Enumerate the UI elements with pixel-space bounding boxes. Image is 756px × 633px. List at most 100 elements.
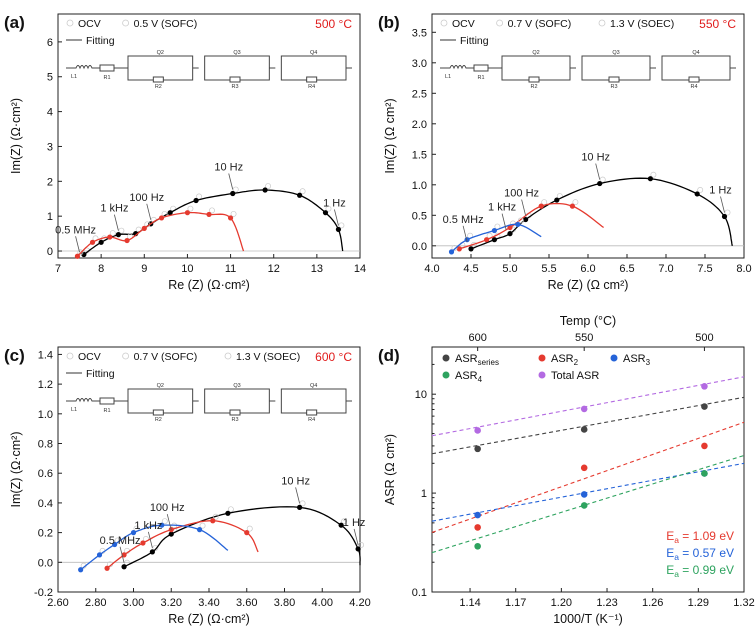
resistor-icon [152,76,164,83]
ea-sub: a [674,569,679,579]
raw-point [724,209,731,216]
data-point [491,237,497,243]
ea-sub: a [674,535,679,545]
x-tick-label: 5.5 [541,263,556,275]
y-tick-label: 0.2 [38,528,53,540]
annotation-label: 1 Hz [709,185,732,197]
temperature-label: 600 °C [315,350,352,364]
legend-main: Total ASR [551,370,599,382]
annotation-label: 1 kHz [488,202,516,214]
x-tick-label: 5.0 [502,263,517,275]
x-tick-label: 3.40 [198,597,219,609]
y-tick-label: 0.8 [38,439,53,451]
fit-line [459,202,604,250]
data-point [130,530,137,536]
legend-label: 0.5 V (SOFC) [134,18,198,30]
legend-marker [122,352,129,360]
data-point [74,253,81,259]
data-point [468,246,474,252]
annotation-label: 1 Hz [343,517,366,529]
circuit-label: R1 [103,75,110,81]
raw-point [358,541,365,548]
plot-frame [431,346,745,593]
data-point [701,470,708,477]
resistor-icon [473,64,489,72]
activation-energy-label: Ea = 0.57 eV [666,546,734,562]
legend-marker [440,19,448,27]
top-tick-label: 600 [468,332,486,344]
y-tick-label: 6 [47,37,53,49]
panel-c: 2.60 2.80 3.00 3.20 3.40 3.60 3.80 4.00 4.20 -0.2… [4,346,371,626]
series-asr4 [431,454,745,554]
data-point [464,237,470,243]
x-tick-label: 1.20 [551,597,572,609]
x-tick-label: 1.23 [596,597,617,609]
y-tick-label: 1 [421,488,427,500]
legend-label: OCV [78,351,101,363]
legend-marker [224,352,232,360]
circuit-label: R3 [231,84,238,90]
data-point [227,215,234,221]
series-ocv [81,183,345,258]
x-tick-label: 7 [55,263,61,275]
x-tick-label: 4.00 [312,597,333,609]
legend-label: 0.7 V (SOFC) [508,18,572,30]
data-point [448,249,455,255]
data-point [322,210,329,216]
raw-point [77,249,84,256]
x-tick-label: 7.5 [697,263,712,275]
data-point [210,518,216,524]
y-tick-label: 0 [47,246,53,258]
legend-marker [442,371,450,379]
series-1.3 [448,217,542,255]
data-point [701,383,708,390]
x-tick-label: 1.14 [459,597,480,609]
x-tick-label: 12 [268,263,280,275]
annotation-label: 10 Hz [214,162,243,174]
circuit-label: R4 [690,84,697,90]
legend-label: 0.7 V (SOFC) [134,351,198,363]
raw-point [599,176,606,183]
series-total-asr [431,376,745,437]
legend-label: OCV [452,18,475,30]
data-point [230,190,236,197]
raw-point [697,186,704,193]
data-point [121,564,127,570]
data-point [647,176,654,182]
ea-main: E [666,546,674,560]
raw-point [299,500,306,507]
resistor-icon [152,409,164,416]
series-asr2 [431,421,745,533]
y-tick-label: 3.5 [412,27,427,39]
data-point [491,227,497,234]
legend-marker [66,352,74,360]
resistor-icon [688,76,700,83]
legend-main: ASR [455,353,478,365]
fit-line [431,421,745,533]
series-0.5 [74,205,245,259]
x-tick-label: 3.00 [123,597,144,609]
panel-label: (a) [4,13,25,32]
y-tick-label: 0.1 [412,587,427,599]
inductor-icon [440,65,474,70]
data-point [124,237,130,244]
top-tick-label: 500 [695,332,713,344]
data-point [104,565,110,571]
x-tick-label: 14 [354,263,366,275]
resistor-icon [99,397,115,405]
data-point [338,522,344,528]
x-tick-label: 8 [98,263,104,275]
ea-value: = 0.57 eV [679,546,734,560]
ea-main: E [666,563,674,577]
circuit-label: Q2 [157,50,164,56]
raw-point [212,513,219,520]
data-point [701,442,708,450]
annotation-arrow [295,487,300,504]
legend-marker [610,354,618,362]
y-tick-label: 1.0 [38,409,53,421]
x-axis-label: Re (Z) (Ω·cm²) [168,278,250,292]
cpe-resistor-block [661,55,731,81]
legend-label: ASR3 [623,353,651,367]
panel-label: (b) [378,13,400,32]
